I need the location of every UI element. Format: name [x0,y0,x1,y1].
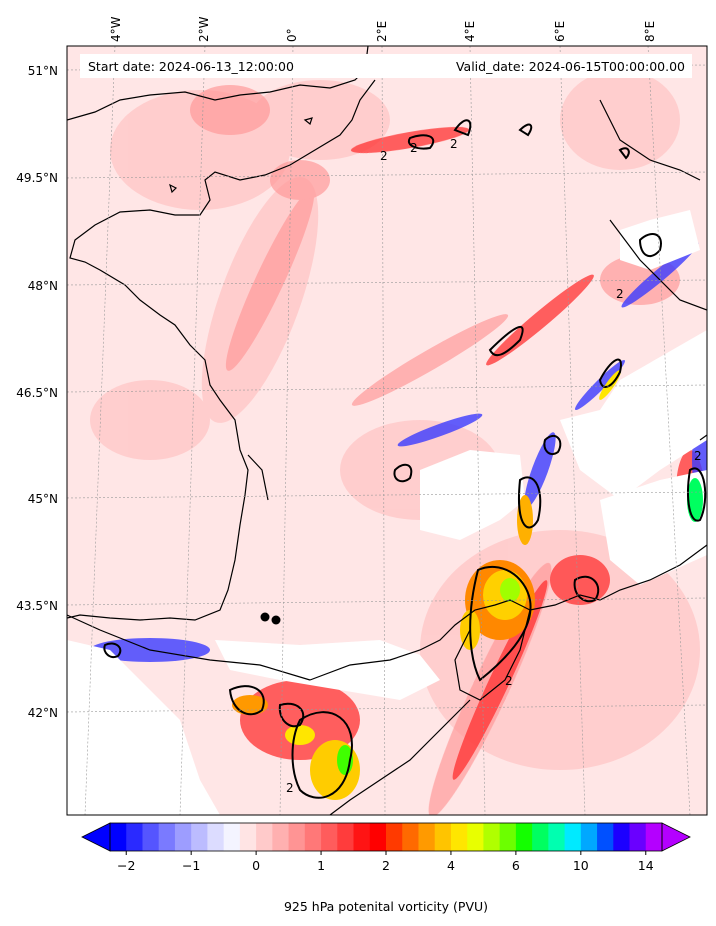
start-date-label: Start date: 2024-06-13_12:00:00 [88,59,294,74]
latitude-labels: 51°N 49.5°N 48°N 46.5°N 45°N 43.5°N 42°N [16,64,58,720]
graticule [67,46,707,815]
coastlines [67,46,707,815]
lon-label: 8°E [643,21,657,42]
lon-label: 2°W [197,16,211,42]
lon-label: 2°E [375,21,389,42]
contour-label: 2 [616,287,624,301]
colorbar-swatch [256,823,273,851]
colorbar-swatch [126,823,143,851]
lat-label: 42°N [28,706,58,720]
colorbar-swatch [239,823,257,851]
colorbar-swatch [110,823,127,851]
colorbar-title: 925 hPa potenital vorticity (PVU) [284,899,488,914]
colorbar-swatch [645,823,663,851]
colorbar-swatch [272,823,290,851]
valid-date-label: Valid_date: 2024-06-15T00:00:00.00 [456,59,685,74]
colorbar-swatch [564,823,582,851]
contour-labels: 2 2 2 2 2 2 2 [286,137,702,795]
colorbar-swatch [402,823,419,851]
contour-label: 2 [505,674,513,688]
colorbar-tick-label: 0 [252,858,260,873]
lat-label: 43.5°N [16,599,58,613]
lat-label: 49.5°N [16,171,58,185]
colorbar-tick-label: 10 [573,858,589,873]
colorbar-swatch [142,823,160,851]
colorbar-swatch [174,823,192,851]
contour-label: 2 [380,149,388,163]
colorbar-tick-label: 6 [512,858,520,873]
colorbar-swatch [337,823,355,851]
colorbar-tick-label: 14 [638,858,654,873]
colorbar-swatch [158,823,176,851]
colorbar-swatch [434,823,452,851]
map-frame [66,45,708,816]
colorbar-swatch [499,823,517,851]
station-marker [260,612,270,622]
lat-label: 46.5°N [16,386,58,400]
colorbar-swatch [467,823,484,851]
annotation-box [80,54,692,78]
contour-label: 2 [450,137,458,151]
colorbar-swatch [304,823,322,851]
colorbar-swatch [580,823,598,851]
colorbar-tick-label: −2 [117,858,135,873]
colorbar-swatch [321,823,338,851]
colorbar-swatch [483,823,501,851]
colorbar-swatch [386,823,403,851]
lon-label: 4°W [109,16,123,42]
lon-label: 4°E [463,21,477,42]
colorbar-tick-label: 1 [317,858,325,873]
colorbar-swatch [191,823,208,851]
colorbar-extend-max [661,822,691,852]
colorbar-swatch [613,823,631,851]
lat-label: 45°N [28,492,58,506]
colorbar-swatch [450,823,468,851]
colorbar-extend-min [81,822,111,852]
station-marker [271,615,281,625]
colorbar-swatch [353,823,371,851]
contour-label: 2 [410,141,418,155]
colorbar-swatch [207,823,225,851]
colorbar-tick-label: 4 [447,858,455,873]
colorbar-swatch [629,823,647,851]
colorbar: −2 −1 0 1 2 4 6 10 14 925 hPa potenital vorticit… [81,822,691,914]
contour-label: 2 [286,781,294,795]
colorbar-swatch [288,823,306,851]
colorbar-tick-label: 2 [382,858,390,873]
lat-label: 51°N [28,64,58,78]
map-panel: 2 2 2 2 2 2 2 Start date: 2024-06-13_12:… [67,46,707,815]
colorbar-ticks: −2 −1 0 1 2 4 6 10 14 [117,851,654,873]
colorbar-swatch [548,823,566,851]
colorbar-swatch [223,823,241,851]
colorbar-swatch [418,823,436,851]
lon-label: 6°E [553,21,567,42]
colorbar-swatches [110,823,663,851]
lon-label: 0° [285,28,299,42]
longitude-labels: 4°W 2°W 0° 2°E 4°E 6°E 8°E [109,16,657,42]
colorbar-swatch [532,823,549,851]
lat-label: 48°N [28,279,58,293]
colorbar-swatch [515,823,533,851]
colorbar-tick-label: −1 [182,858,200,873]
contour-label: 2 [694,449,702,463]
colorbar-swatch [597,823,614,851]
colorbar-swatch [369,823,387,851]
